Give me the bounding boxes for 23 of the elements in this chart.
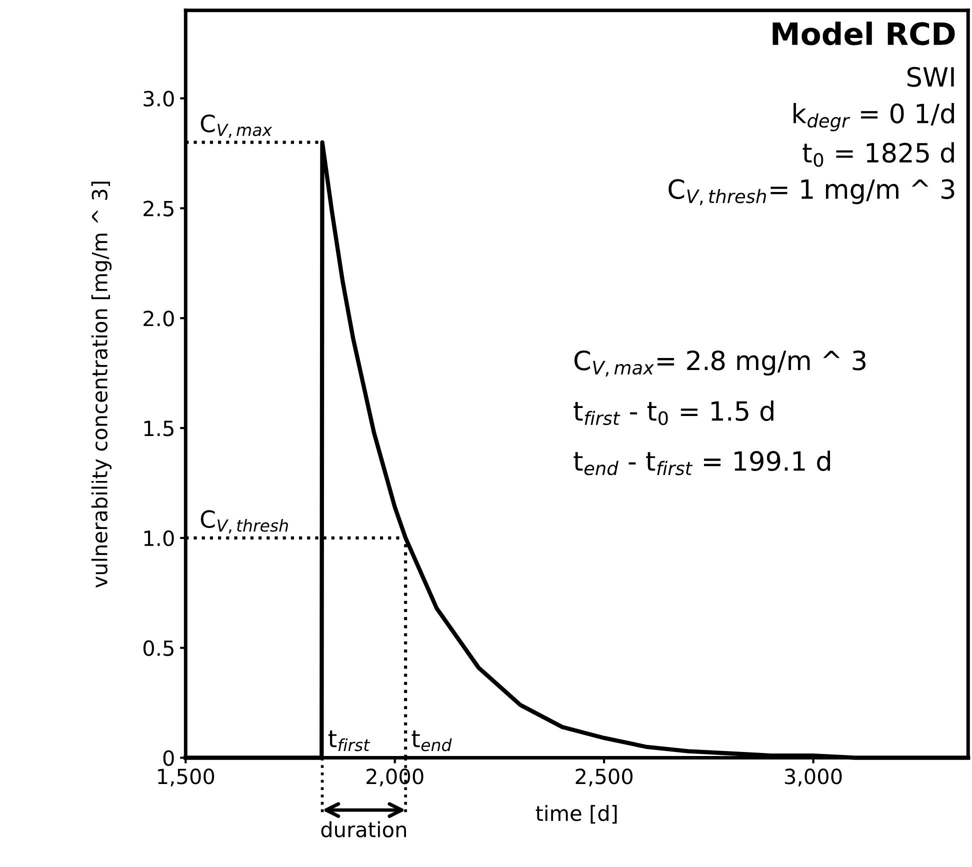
y-tick-label: 1.5 (144, 420, 174, 436)
y-tick-label: 0 (163, 750, 174, 766)
y-axis-title: vulnerability concentration [mg/m ^ 3] (91, 182, 112, 588)
y-tick-label: 2.0 (144, 310, 174, 326)
x-tick-label: 2,000 (366, 768, 424, 786)
x-tick-label: 3,000 (785, 768, 842, 786)
text: duration (321, 821, 406, 838)
annotation: C$_{V,max}$= 2.8 mg/m ^ 3 (574, 350, 866, 377)
text: SWI k$_{degr}$ = 0 1/d t$_{0}$ = 1825 d C$_{V,thresh}$= 1 mg/m ^ 3 (668, 66, 954, 206)
x-axis-title: time [d] (536, 805, 617, 824)
x-tick-label: 2,500 (576, 768, 633, 786)
annotation: C$_{V,thresh}$ (200, 510, 288, 534)
annotation: C$_{V,max}$ (200, 114, 272, 138)
y-tick-label: 2.5 (144, 200, 174, 216)
annotation: t$_{end}$ (412, 730, 452, 752)
chart-title: Model RCD (772, 22, 955, 46)
annotation: t$_{first}$ - t$_{0}$ = 1.5 d (574, 400, 774, 426)
y-tick-label: 3.0 (144, 90, 174, 107)
annotation: t$_{first}$ (328, 730, 370, 752)
annotation: t$_{end}$ - t$_{first}$ = 199.1 d (574, 450, 830, 476)
x-tick-label: 1,500 (158, 768, 214, 786)
y-tick-label: 0.5 (143, 640, 174, 656)
y-tick-label: 1.0 (144, 530, 174, 546)
